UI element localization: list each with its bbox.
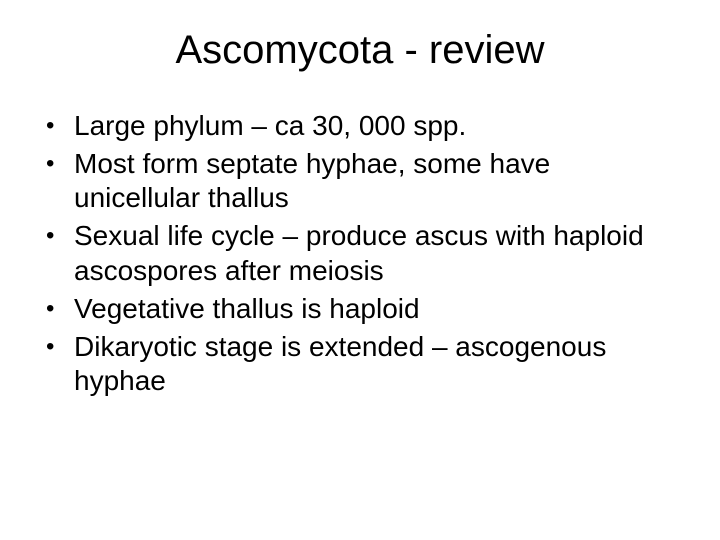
list-item: Dikaryotic stage is extended – ascogenou… <box>46 330 680 398</box>
list-item: Vegetative thallus is haploid <box>46 292 680 326</box>
slide-title: Ascomycota - review <box>40 28 680 73</box>
list-item: Sexual life cycle – produce ascus with h… <box>46 219 680 287</box>
list-item: Large phylum – ca 30, 000 spp. <box>46 109 680 143</box>
list-item: Most form septate hyphae, some have unic… <box>46 147 680 215</box>
slide: Ascomycota - review Large phylum – ca 30… <box>0 0 720 540</box>
bullet-list: Large phylum – ca 30, 000 spp. Most form… <box>46 109 680 398</box>
